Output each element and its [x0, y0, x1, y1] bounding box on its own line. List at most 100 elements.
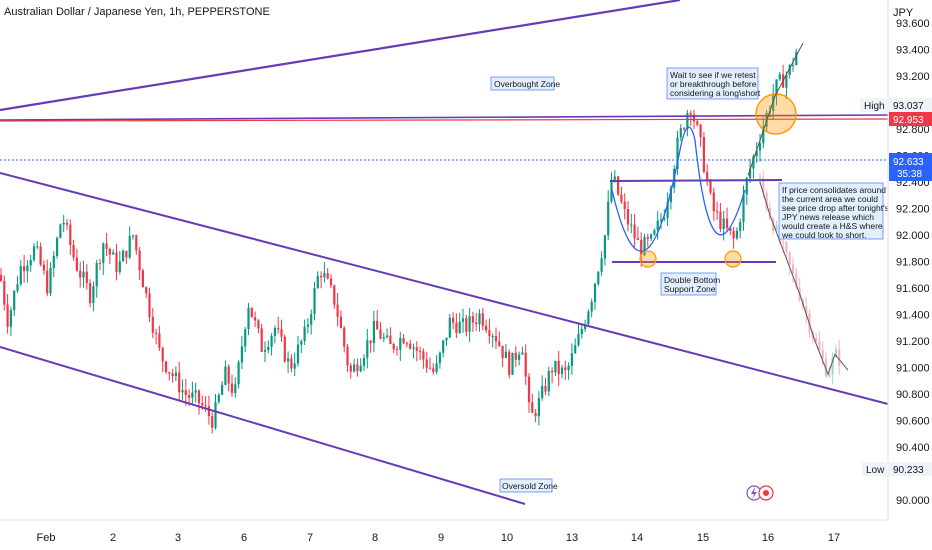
candle [650, 233, 653, 242]
price-axis[interactable]: JPY 93.60093.40093.20093.00092.80092.600… [887, 0, 932, 550]
candle [488, 318, 491, 344]
candle [85, 264, 88, 290]
candle [432, 363, 435, 375]
y-tick-label: 90.400 [896, 442, 930, 454]
y-tick-label: 93.600 [896, 18, 930, 30]
candle [716, 201, 719, 220]
candle [653, 228, 656, 236]
forecast-candle [791, 257, 795, 284]
x-tick-label: 6 [241, 532, 247, 544]
candle [184, 378, 187, 406]
candle [725, 207, 729, 231]
candle [514, 346, 517, 368]
candle [587, 309, 590, 326]
candle [247, 302, 250, 336]
candle [343, 326, 346, 353]
candle [412, 343, 415, 359]
candle [329, 274, 333, 289]
candle [49, 262, 52, 297]
candle [706, 164, 709, 186]
candle [148, 287, 151, 322]
candle [122, 248, 125, 262]
double-bottom-curve [611, 126, 746, 252]
candle [590, 298, 593, 318]
candle [237, 360, 240, 389]
candle [32, 243, 36, 262]
candle [656, 211, 659, 240]
rising-trendline[interactable] [0, 0, 681, 112]
overbought-label[interactable]: Overbought Zone [490, 76, 560, 91]
retest-note[interactable]: Wait to see if we retest or breakthrough… [666, 67, 761, 100]
candle [112, 249, 115, 255]
x-tick-label: 9 [438, 532, 444, 544]
neckline[interactable] [609, 179, 783, 182]
candle [296, 336, 300, 367]
candle [399, 331, 402, 361]
candle [118, 250, 121, 275]
candle [336, 292, 339, 327]
candle [98, 258, 102, 271]
oversold-label[interactable]: Oversold Zone [499, 478, 558, 493]
candle [379, 322, 382, 340]
channel-lower-line[interactable] [0, 346, 526, 505]
candle [115, 243, 118, 281]
candle [141, 268, 144, 288]
candle [481, 308, 484, 331]
candle [158, 325, 161, 351]
candle [508, 349, 511, 379]
candle [316, 271, 319, 290]
svg-text:Overbought Zone: Overbought Zone [494, 79, 560, 89]
candle [16, 276, 19, 293]
candle [791, 57, 795, 72]
candle [263, 341, 267, 362]
forecast-candle [785, 240, 788, 260]
candle [636, 226, 639, 240]
svg-text:90.233: 90.233 [893, 465, 924, 476]
candle [395, 346, 399, 356]
candle [131, 234, 135, 240]
candle [95, 259, 98, 298]
candle [554, 360, 557, 377]
candle [6, 294, 9, 334]
candle [135, 234, 138, 255]
double-bottom-label[interactable]: Double Bottom Support Zone [660, 272, 720, 296]
candle [626, 201, 630, 232]
candle [89, 279, 92, 308]
candle [197, 389, 201, 415]
candle [501, 345, 504, 367]
candle [607, 190, 610, 241]
svg-text:Support Zone: Support Zone [664, 284, 716, 294]
channel-upper-line[interactable] [0, 172, 889, 405]
candle [597, 271, 600, 286]
svg-text:see price drop after tonight's: see price drop after tonight's [782, 203, 889, 213]
candle [359, 358, 362, 373]
svg-text:the current area we could: the current area we could [782, 194, 878, 204]
y-tick-label: 92.000 [896, 230, 930, 242]
candle [386, 328, 389, 339]
news-event-icons[interactable] [746, 485, 774, 501]
candle [174, 366, 177, 382]
candle [442, 339, 445, 358]
current-price-tag: 92.633 35:38 [889, 153, 932, 181]
candle [537, 391, 540, 426]
candle [531, 393, 534, 414]
candle [633, 214, 636, 248]
y-tick-label: 90.800 [896, 389, 930, 401]
candle [227, 364, 230, 392]
time-axis[interactable]: Feb 2 3 6 7 8 9 10 13 14 15 16 17 [0, 519, 888, 544]
candle [758, 133, 762, 162]
candle [372, 310, 375, 352]
candle [105, 232, 108, 256]
candle [277, 316, 280, 334]
candle [23, 254, 26, 283]
candle [224, 360, 227, 386]
resistance-line-red[interactable] [0, 118, 889, 122]
resistance-line-purple[interactable] [0, 114, 889, 121]
forecast-note[interactable]: If price consolidates around the current… [778, 182, 889, 240]
candle [250, 307, 253, 318]
candle [0, 268, 3, 283]
candle [428, 357, 432, 370]
candle [181, 379, 184, 401]
